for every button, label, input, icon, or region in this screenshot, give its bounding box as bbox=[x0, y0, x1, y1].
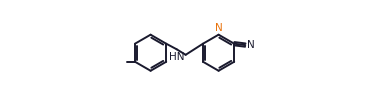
Text: N: N bbox=[215, 23, 222, 33]
Text: HN: HN bbox=[169, 52, 184, 62]
Text: N: N bbox=[247, 40, 255, 50]
